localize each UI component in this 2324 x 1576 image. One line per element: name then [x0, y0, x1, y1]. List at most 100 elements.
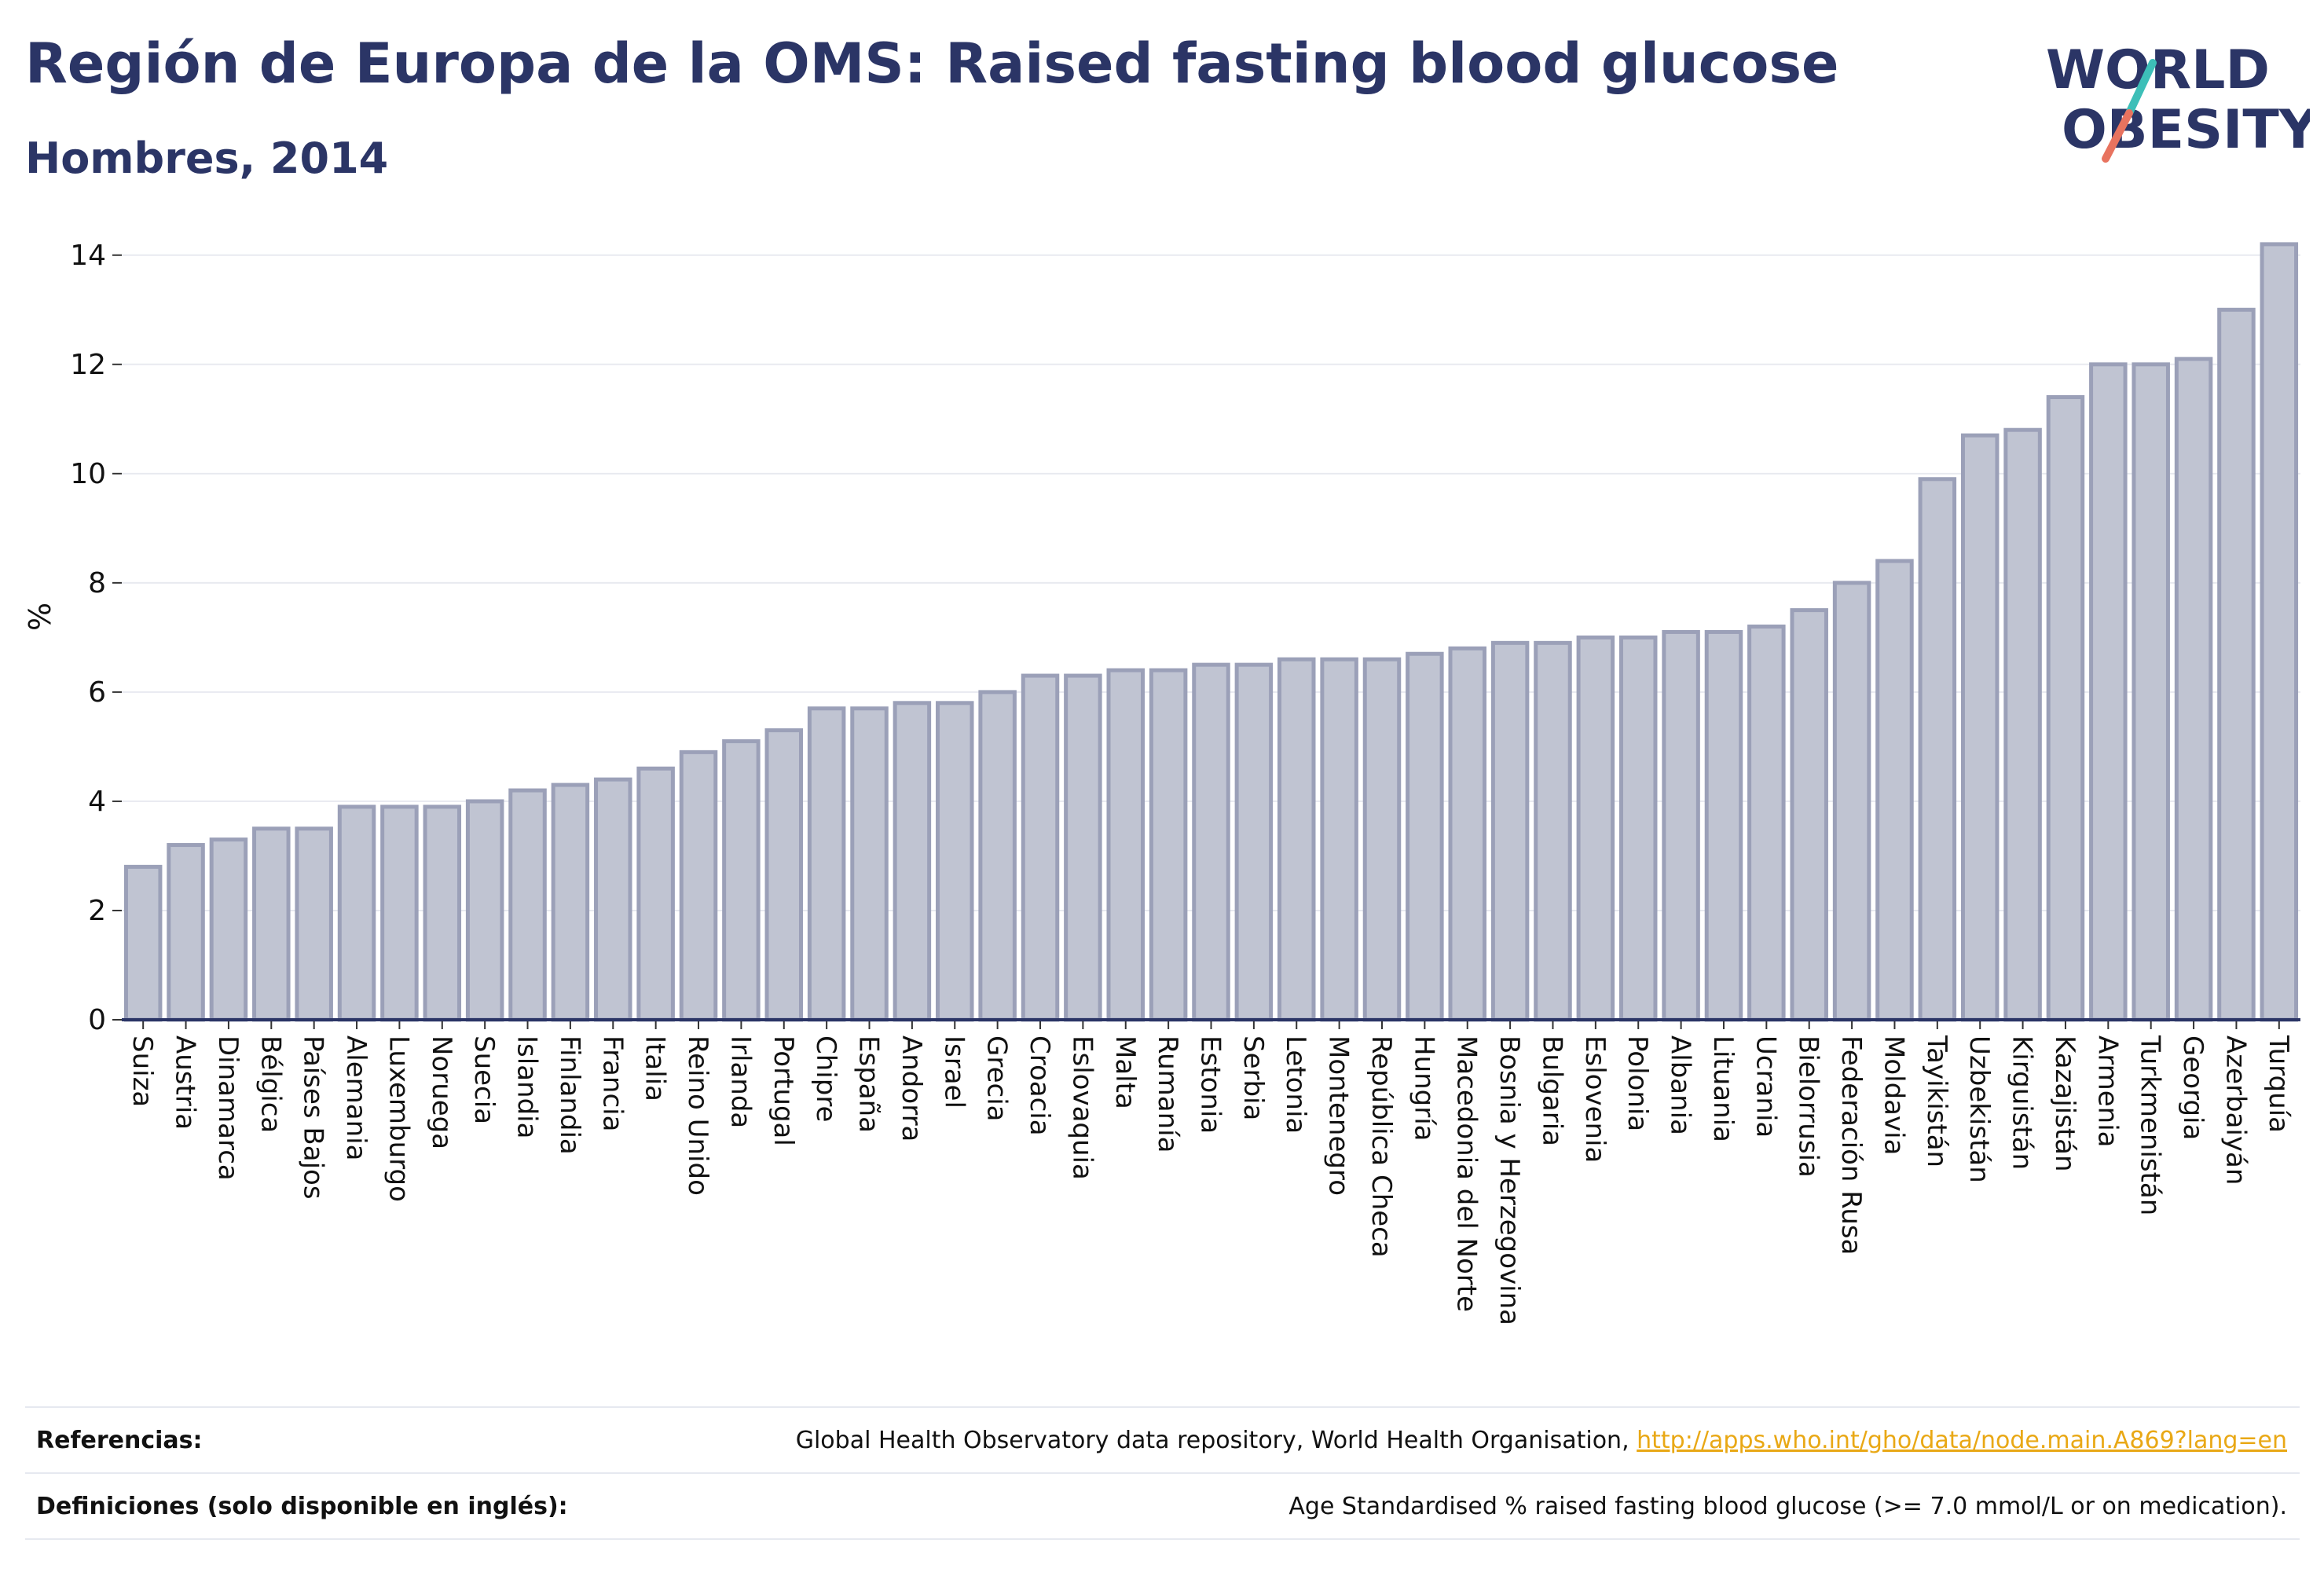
x-tick-label: Grecia — [981, 1035, 1013, 1121]
bar — [167, 843, 205, 1022]
bar — [978, 690, 1017, 1022]
references-text: Global Health Observatory data repositor… — [795, 1426, 1637, 1454]
x-tick-label: Georgia — [2177, 1035, 2209, 1140]
x-tick-label: Irlanda — [724, 1035, 756, 1128]
x-tick-label: Malta — [1109, 1035, 1141, 1109]
bar — [1490, 640, 1530, 1022]
x-tick-label: República Checa — [1365, 1035, 1397, 1258]
bar — [1747, 624, 1786, 1022]
x-tick-label: Dinamarca — [212, 1035, 244, 1181]
bar — [295, 826, 333, 1022]
axes: 0 2 4 6 8 10 12 14 Suiza Austria Dinamarca Bélgica P… — [70, 240, 2300, 1325]
bar — [508, 788, 547, 1022]
bar — [1362, 657, 1402, 1022]
x-tick-label: Bulgaria — [1536, 1035, 1567, 1146]
bars — [123, 242, 2299, 1022]
world-obesity-logo: WORLD OBESITY — [2046, 39, 2310, 163]
x-tick-label: Francia — [596, 1035, 628, 1131]
x-tick-label: Turkmenistán — [2135, 1035, 2166, 1215]
x-tick-label: Bielorrusia — [1793, 1035, 1824, 1178]
x-tick-label: Hungría — [1408, 1035, 1439, 1142]
y-tick-label: 2 — [88, 895, 106, 927]
bar — [1534, 640, 1572, 1022]
references-value: Global Health Observatory data repositor… — [796, 1427, 2300, 1454]
bar — [2217, 307, 2256, 1022]
x-tick-label: Italia — [640, 1035, 671, 1101]
y-tick-label: 14 — [70, 240, 106, 272]
bar-chart: 0 2 4 6 8 10 12 14 Suiza Austria Dinamarca Bélgica P… — [23, 240, 2300, 1325]
bar — [1918, 477, 1957, 1022]
bar — [465, 799, 504, 1022]
definitions-text: Age Standardised % raised fasting blood … — [1288, 1492, 2287, 1520]
y-tick-label: 4 — [88, 786, 106, 818]
x-tick-label: Federación Rusa — [1835, 1035, 1867, 1255]
x-tick-label: Reino Unido — [682, 1035, 713, 1196]
x-tick-label: Portugal — [768, 1035, 799, 1146]
bar — [594, 777, 632, 1022]
bar — [807, 706, 846, 1022]
x-tick-label: Albania — [1665, 1035, 1696, 1135]
bar — [636, 766, 675, 1022]
bar — [1064, 673, 1102, 1022]
bar — [1576, 635, 1615, 1022]
x-tick-label: Suiza — [126, 1035, 158, 1107]
references-label: Referencias: — [36, 1426, 203, 1454]
bar — [936, 701, 974, 1022]
bar — [551, 783, 590, 1022]
x-tick-label: Azerbaiyán — [2220, 1035, 2251, 1185]
logo-text-obesity: OBESITY — [2062, 99, 2310, 161]
chart-subtitle: Hombres, 2014 — [25, 134, 389, 183]
bar — [1277, 657, 1316, 1022]
bar — [1790, 608, 1828, 1022]
bar — [1320, 657, 1358, 1022]
logo-slash-coral — [2102, 109, 2133, 163]
bar — [1618, 635, 1658, 1022]
x-tick-label: Kirguistán — [2007, 1035, 2038, 1170]
x-tick-label: Eslovenia — [1579, 1035, 1611, 1163]
bar — [423, 804, 462, 1022]
x-tick-label: España — [853, 1035, 885, 1133]
x-tick-label: Rumanía — [1152, 1035, 1183, 1153]
x-tick-label: Montenegro — [1323, 1035, 1354, 1196]
x-tick-label: Chipre — [810, 1035, 841, 1122]
x-tick-label: Croacia — [1024, 1035, 1055, 1136]
y-tick-label: 0 — [88, 1004, 106, 1036]
x-tick-label: Noruega — [426, 1035, 457, 1149]
bar — [1960, 433, 2000, 1022]
bar — [123, 864, 163, 1022]
logo-slash-teal — [2125, 59, 2157, 117]
bar — [2174, 357, 2213, 1022]
x-tick-label: Países Bajos — [298, 1035, 329, 1200]
y-tick-label: 10 — [70, 458, 106, 490]
x-tick-label: Bosnia y Herzegovina — [1494, 1035, 1525, 1325]
x-tick-label: Andorra — [896, 1035, 927, 1142]
bar — [893, 701, 932, 1022]
bar — [1832, 581, 1871, 1022]
bar — [722, 739, 761, 1022]
y-axis-label: % — [23, 603, 57, 631]
bar — [1234, 662, 1274, 1022]
bar — [2046, 395, 2085, 1022]
bar — [2089, 362, 2128, 1022]
bar — [337, 804, 376, 1022]
footer: Referencias: Global Health Observatory d… — [25, 1406, 2300, 1540]
bar — [679, 750, 718, 1022]
x-tick-label: Serbia — [1237, 1035, 1269, 1120]
x-tick-label: Polonia — [1622, 1035, 1653, 1131]
x-tick-label: Ucrania — [1750, 1035, 1781, 1138]
bar — [1406, 651, 1444, 1022]
bar — [2003, 427, 2042, 1022]
y-tick-label: 8 — [88, 567, 106, 599]
x-tick-label: Alemania — [340, 1035, 372, 1160]
x-tick-label: Letonia — [1280, 1035, 1311, 1134]
x-tick-label: Lituania — [1707, 1035, 1739, 1142]
bar — [1149, 668, 1188, 1022]
y-tick-label: 12 — [70, 349, 106, 381]
x-tick-label: Turquía — [2263, 1035, 2294, 1133]
x-tick-label: Luxemburgo — [383, 1035, 414, 1202]
bar — [380, 804, 419, 1022]
x-tick-label: Suecia — [468, 1035, 500, 1124]
x-tick-label: Austria — [170, 1035, 201, 1130]
references-link[interactable]: http://apps.who.int/gho/data/node.main.A… — [1637, 1426, 2287, 1454]
x-tick-label: Bélgica — [255, 1035, 286, 1133]
